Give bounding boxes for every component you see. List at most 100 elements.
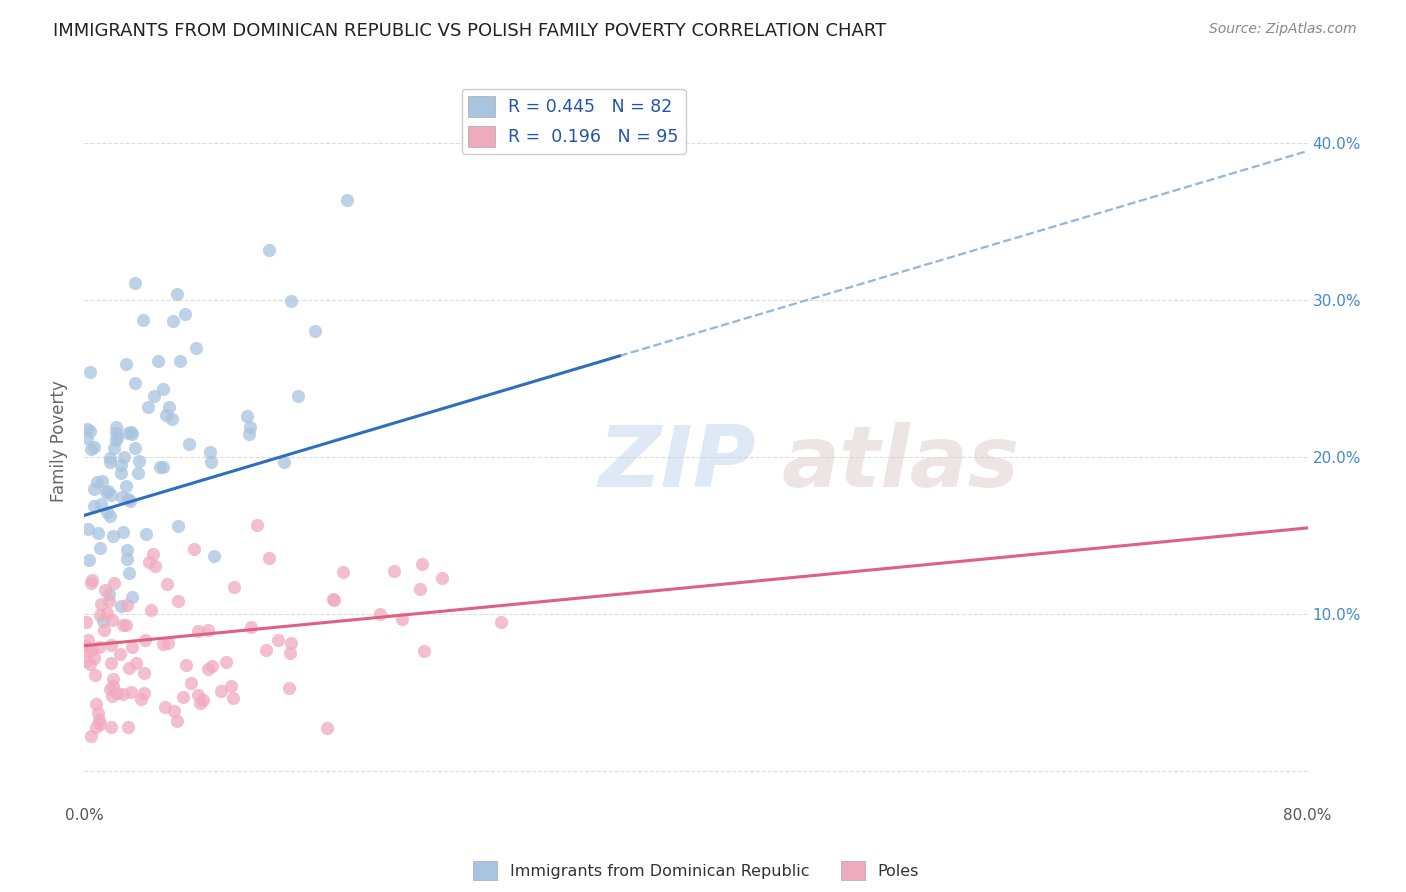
Point — [77, 553, 100, 567]
Point — [90, 497, 112, 511]
Point — [187, 624, 209, 638]
Point — [76, 431, 98, 445]
Point — [83, 499, 105, 513]
Point — [77, 644, 100, 658]
Point — [134, 633, 156, 648]
Point — [110, 466, 132, 480]
Point — [103, 575, 125, 590]
Point — [166, 594, 188, 608]
Point — [131, 692, 153, 706]
Point — [110, 599, 132, 613]
Point — [136, 400, 159, 414]
Point — [89, 541, 111, 555]
Point — [112, 687, 135, 701]
Point — [80, 576, 103, 591]
Point — [90, 597, 112, 611]
Point — [75, 639, 97, 653]
Point — [166, 714, 188, 729]
Point — [98, 455, 121, 469]
Point — [156, 635, 179, 649]
Point — [141, 602, 163, 616]
Point — [104, 426, 127, 441]
Point — [280, 294, 302, 309]
Point — [160, 412, 183, 426]
Point — [202, 549, 225, 563]
Point — [105, 430, 128, 444]
Point — [80, 574, 103, 588]
Point — [111, 524, 134, 539]
Point — [146, 353, 169, 368]
Point — [254, 642, 277, 657]
Point — [120, 425, 142, 439]
Point — [197, 623, 219, 637]
Point — [200, 659, 222, 673]
Point — [105, 686, 128, 700]
Point — [101, 690, 124, 704]
Legend: Immigrants from Dominican Republic, Poles: Immigrants from Dominican Republic, Pole… — [467, 855, 925, 887]
Point — [98, 681, 121, 696]
Point — [132, 312, 155, 326]
Point — [115, 552, 138, 566]
Point — [89, 607, 111, 622]
Point — [87, 706, 110, 720]
Point — [110, 458, 132, 473]
Point — [115, 479, 138, 493]
Point — [114, 357, 136, 371]
Point — [111, 490, 134, 504]
Point — [391, 612, 413, 626]
Point — [94, 582, 117, 597]
Point — [169, 353, 191, 368]
Point — [134, 686, 156, 700]
Point — [200, 455, 222, 469]
Point — [114, 618, 136, 632]
Point — [83, 483, 105, 497]
Point — [124, 376, 146, 390]
Point — [76, 633, 98, 648]
Point — [86, 475, 108, 490]
Point — [91, 474, 114, 488]
Point — [246, 518, 269, 533]
Point — [176, 658, 198, 673]
Text: IMMIGRANTS FROM DOMINICAN REPUBLIC VS POLISH FAMILY POVERTY CORRELATION CHART: IMMIGRANTS FROM DOMINICAN REPUBLIC VS PO… — [53, 22, 887, 40]
Point — [120, 685, 142, 699]
Point — [103, 442, 125, 456]
Point — [121, 427, 143, 442]
Point — [120, 494, 142, 508]
Point — [75, 653, 97, 667]
Point — [278, 681, 301, 695]
Point — [273, 455, 295, 469]
Point — [152, 459, 174, 474]
Text: ZIP: ZIP — [598, 422, 756, 505]
Point — [97, 587, 120, 601]
Point — [157, 400, 180, 414]
Point — [177, 437, 200, 451]
Point — [83, 668, 105, 682]
Point — [100, 720, 122, 734]
Point — [174, 307, 197, 321]
Point — [166, 287, 188, 301]
Point — [76, 422, 98, 436]
Point — [93, 624, 115, 638]
Point — [94, 485, 117, 500]
Point — [183, 542, 205, 557]
Point — [172, 690, 194, 705]
Point — [257, 244, 280, 258]
Point — [100, 638, 122, 652]
Point — [117, 426, 139, 441]
Point — [267, 632, 290, 647]
Point — [87, 525, 110, 540]
Point — [142, 547, 165, 561]
Point — [100, 657, 122, 671]
Point — [82, 642, 104, 657]
Point — [84, 697, 107, 711]
Point — [96, 505, 118, 519]
Point — [100, 488, 122, 502]
Point — [118, 566, 141, 581]
Point — [77, 523, 100, 537]
Point — [101, 672, 124, 686]
Point — [111, 618, 134, 632]
Point — [166, 518, 188, 533]
Point — [209, 683, 232, 698]
Point — [79, 425, 101, 439]
Point — [411, 558, 433, 572]
